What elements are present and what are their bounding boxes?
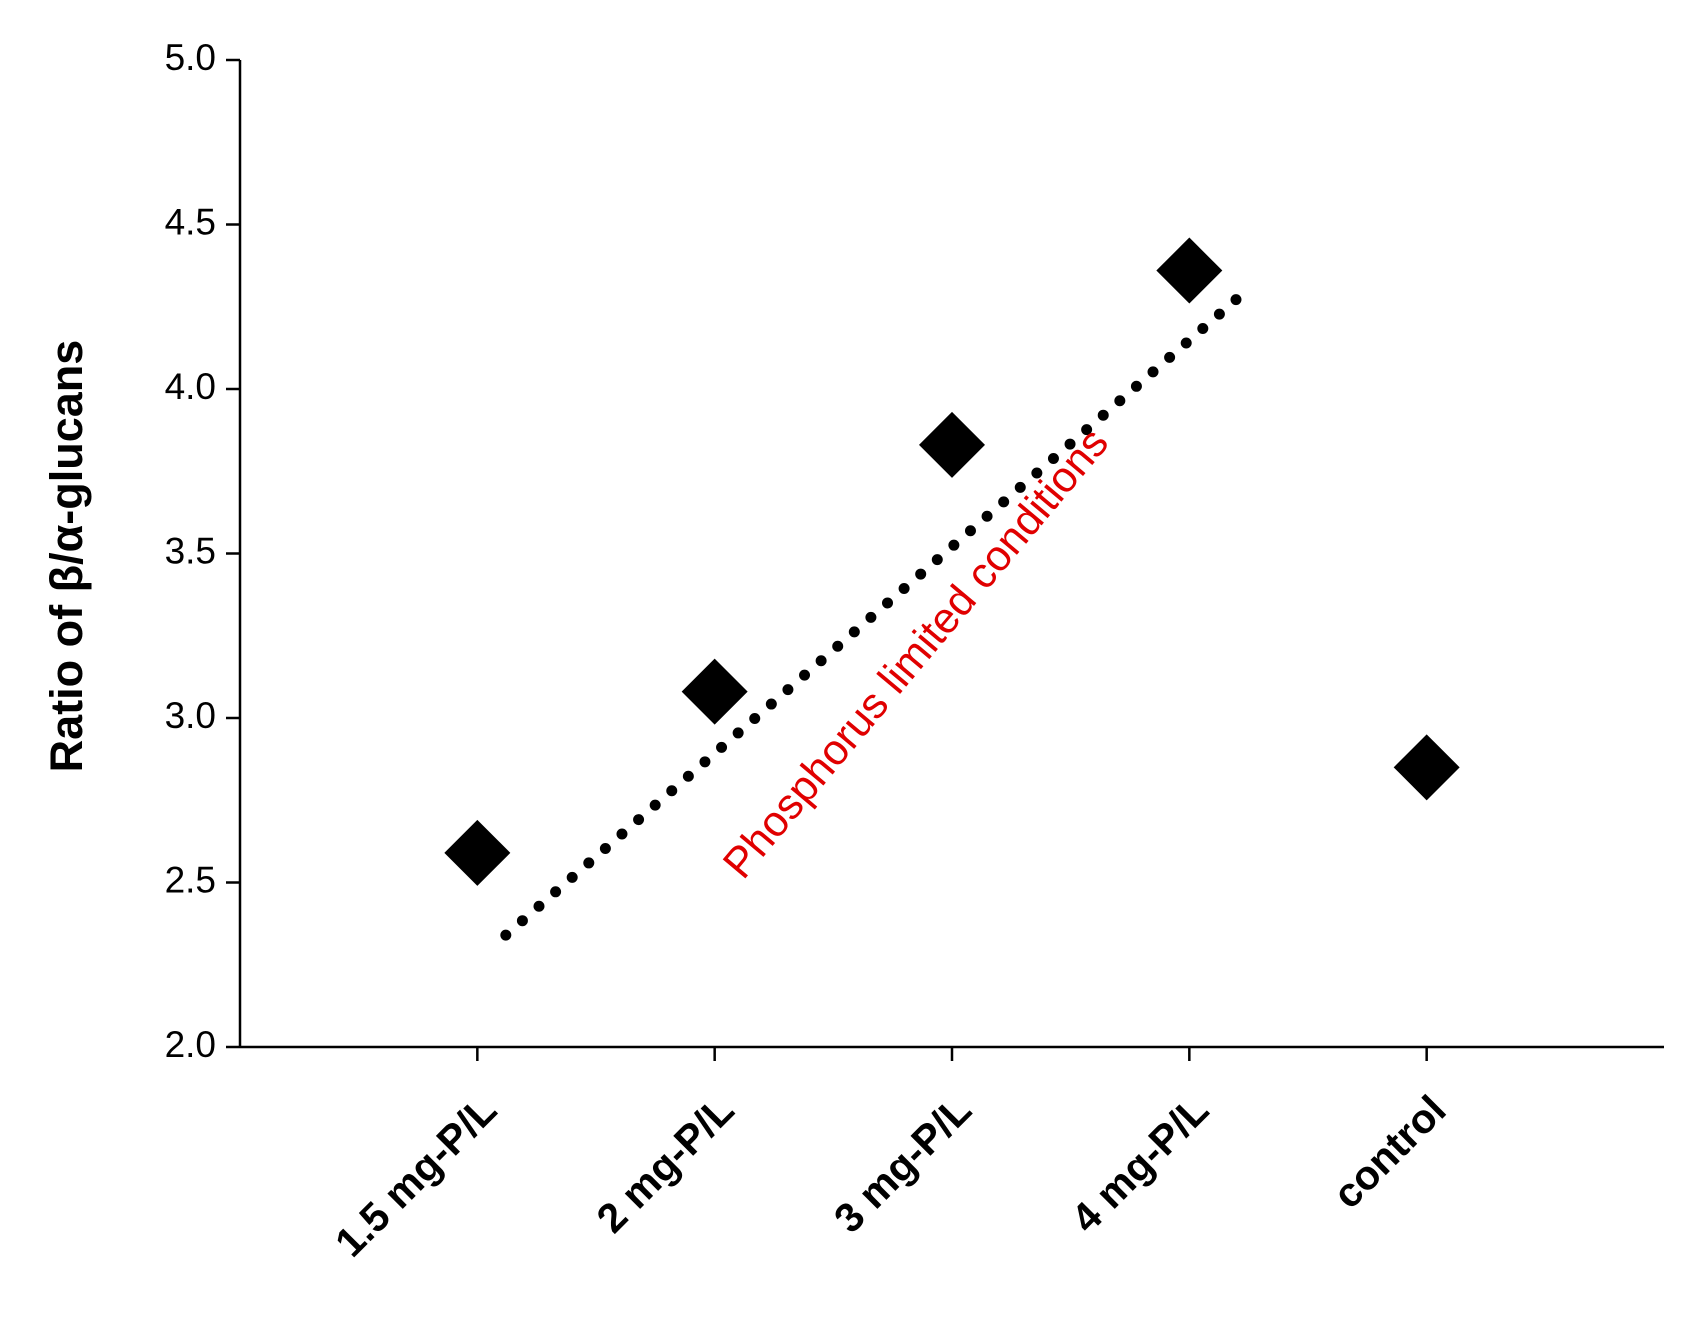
annotation: Phosphorus limited conditions: [714, 419, 1118, 887]
x-tick-label: control: [1324, 1086, 1455, 1217]
y-tick-label: 3.0: [165, 695, 216, 736]
x-tick-label: 3 mg-P/L: [825, 1086, 980, 1241]
y-tick-label: 2.0: [165, 1024, 216, 1065]
data-point: [444, 819, 511, 886]
data-point: [1156, 237, 1223, 304]
data-point: [919, 411, 985, 478]
data-point: [1393, 734, 1460, 801]
x-tick-label: 1.5 mg-P/L: [326, 1086, 505, 1265]
y-axis-label: Ratio of β/α-glucans: [41, 340, 92, 773]
y-tick-label: 3.5: [165, 530, 216, 571]
y-tick-label: 2.5: [165, 859, 216, 900]
x-tick-label: 2 mg-P/L: [588, 1086, 743, 1241]
data-point: [681, 658, 748, 725]
y-tick-label: 4.5: [165, 201, 216, 242]
y-tick-label: 5.0: [165, 37, 216, 78]
x-tick-label: 4 mg-P/L: [1062, 1086, 1217, 1241]
y-tick-label: 4.0: [165, 366, 216, 407]
trend-line: [500, 291, 1245, 941]
